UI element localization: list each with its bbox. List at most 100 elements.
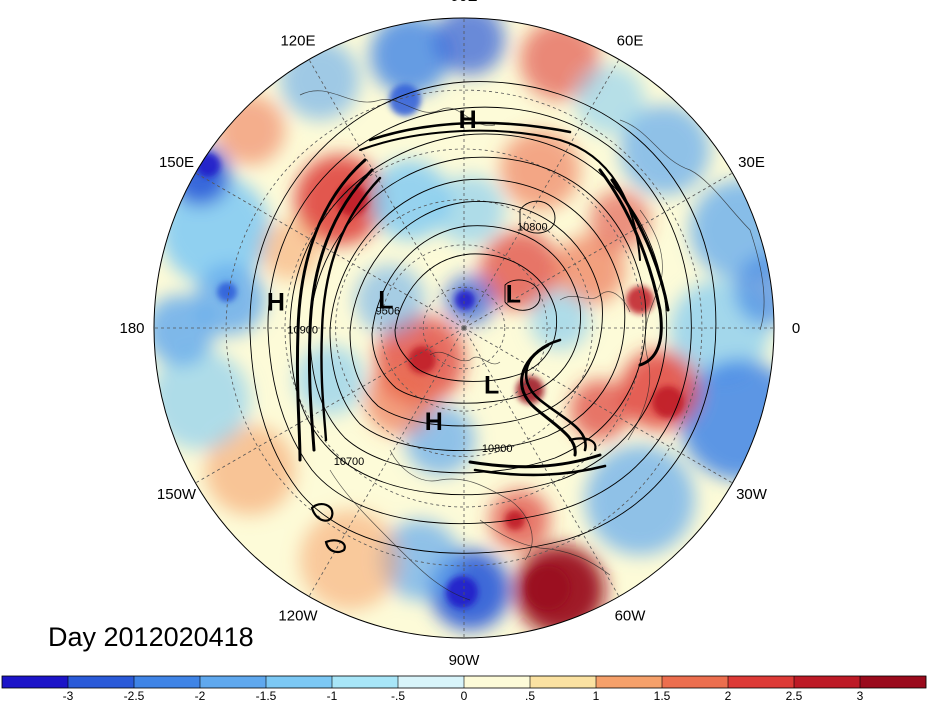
- high-pressure-label: H: [459, 106, 477, 134]
- colorbar-tick-label: -3: [63, 689, 74, 702]
- anomaly-blob: [435, 18, 505, 75]
- colorbar-swatch: [728, 676, 795, 688]
- anomaly-blob: [154, 295, 215, 365]
- meridian-line: [463, 59, 620, 329]
- meridian-line: [195, 327, 465, 484]
- anomaly-blob: [500, 130, 580, 210]
- latitude-circle: [380, 244, 548, 412]
- colorbar-swatch: [398, 676, 465, 688]
- longitude-label: 0: [792, 320, 800, 337]
- colorbar-swatch: [2, 676, 69, 688]
- colorbar-tick-label: 2: [725, 689, 732, 702]
- contour-value-label: 10900: [287, 325, 318, 337]
- contour-value-labels: 10800 9506 10900 10700 10800: [287, 222, 547, 469]
- longitude-label: 90W: [449, 652, 481, 669]
- colorbar-tick-label: -2.5: [124, 689, 145, 702]
- high-pressure-label: H: [425, 408, 443, 436]
- colorbar-swatch: [530, 676, 597, 688]
- longitude-label: 150E: [159, 154, 194, 171]
- anomaly-core: [196, 153, 220, 177]
- longitude-label: 60W: [615, 608, 647, 625]
- anomaly-blob: [355, 265, 425, 335]
- anomaly-blob: [300, 510, 400, 610]
- anomaly-core: [446, 576, 478, 608]
- anomaly-blob: [205, 425, 295, 515]
- colorbar-tick-label: -2: [195, 689, 206, 702]
- contour-value-label: 10800: [517, 222, 548, 234]
- jet-streaks: [295, 121, 670, 553]
- colorbar-swatch: [464, 676, 531, 688]
- high-pressure-label: H: [267, 289, 285, 317]
- meridian-line: [463, 172, 733, 329]
- anomaly-blob: [590, 190, 650, 250]
- anomaly-blob: [280, 40, 360, 120]
- anomaly-core: [217, 282, 237, 302]
- colorbar-tick-label: -1.5: [256, 689, 277, 702]
- colorbar-swatch: [200, 676, 267, 688]
- meridian-line: [195, 172, 465, 329]
- anomaly-blob: [575, 65, 645, 135]
- longitude-label: 180: [119, 320, 144, 337]
- colorbar-swatch: [662, 676, 729, 688]
- anomaly-core: [626, 286, 654, 314]
- colorbar-swatch: [596, 676, 663, 688]
- colorbar-tick-label: 1: [593, 689, 600, 702]
- colorbar-swatch: [134, 676, 201, 688]
- anomaly-blob: [570, 380, 630, 440]
- low-pressure-label: L: [378, 287, 393, 315]
- anomaly-core: [652, 386, 684, 418]
- anomaly-blob: [154, 350, 250, 450]
- latitude-circle: [284, 148, 644, 508]
- colorbar-swatch: [332, 676, 399, 688]
- colorbar-tick-label: 2.5: [786, 689, 803, 702]
- anomaly-blob: [555, 235, 625, 305]
- low-pressure-label: L: [484, 372, 499, 400]
- pressure-system-labels: H H L L H L: [267, 106, 521, 436]
- longitude-labels: 90E 60E 30E 0 30W 60W 90W 120W 150W 180 150E 120E: [119, 0, 800, 669]
- anomaly-blob: [380, 520, 460, 600]
- anomaly-blob: [530, 290, 590, 350]
- colorbar-tick-label: -.5: [391, 689, 405, 702]
- latitude-circle: [225, 89, 703, 567]
- anomaly-blob: [435, 175, 505, 245]
- anomaly-blob: [690, 180, 774, 280]
- anomaly-blob: [480, 230, 560, 310]
- colorbar-swatch: [266, 676, 333, 688]
- map-title: Day 2012020418: [48, 622, 254, 652]
- anomaly-core: [455, 290, 475, 310]
- longitude-label: 150W: [157, 486, 197, 503]
- colorbar-tick-label: -1: [327, 689, 338, 702]
- anomaly-shading: [154, 18, 774, 638]
- low-pressure-label: L: [506, 280, 521, 308]
- anomaly-blob: [295, 345, 365, 415]
- colorbar-swatch: [68, 676, 135, 688]
- colorbar-tick-label: 3: [857, 689, 864, 702]
- anomaly-blob: [370, 160, 450, 240]
- contour-value-label: 10700: [334, 456, 365, 468]
- colorbar-swatch: [860, 676, 927, 688]
- longitude-label: 30W: [736, 486, 768, 503]
- anomaly-blob: [620, 105, 710, 195]
- map-boundary: [153, 17, 775, 639]
- anomaly-blob: [160, 175, 270, 285]
- anomaly-core: [389, 84, 421, 116]
- meridian-line: [308, 59, 465, 329]
- meridian-line: [463, 327, 620, 597]
- contour-value-label: 9506: [376, 306, 400, 318]
- longitude-label: 120E: [280, 33, 315, 50]
- longitude-label: 90E: [451, 0, 478, 5]
- coastlines: [299, 90, 765, 601]
- meridian-line: [463, 327, 733, 484]
- contour-value-label: 10800: [482, 443, 513, 455]
- anomaly-blob: [370, 18, 450, 95]
- colorbar-tick-label: 0: [461, 689, 468, 702]
- latitude-circle: [422, 286, 506, 370]
- anomaly-core: [408, 346, 436, 374]
- colorbar: -3 -2.5 -2 -1.5 -1 -.5 0 .5 1 1.5 2 2.5 3: [1, 675, 927, 702]
- anomaly-blob: [735, 255, 774, 325]
- longitude-label: 30E: [738, 154, 765, 171]
- longitude-label: 60E: [617, 33, 644, 50]
- anomaly-blob: [585, 445, 695, 555]
- longitude-label: 120W: [278, 608, 318, 625]
